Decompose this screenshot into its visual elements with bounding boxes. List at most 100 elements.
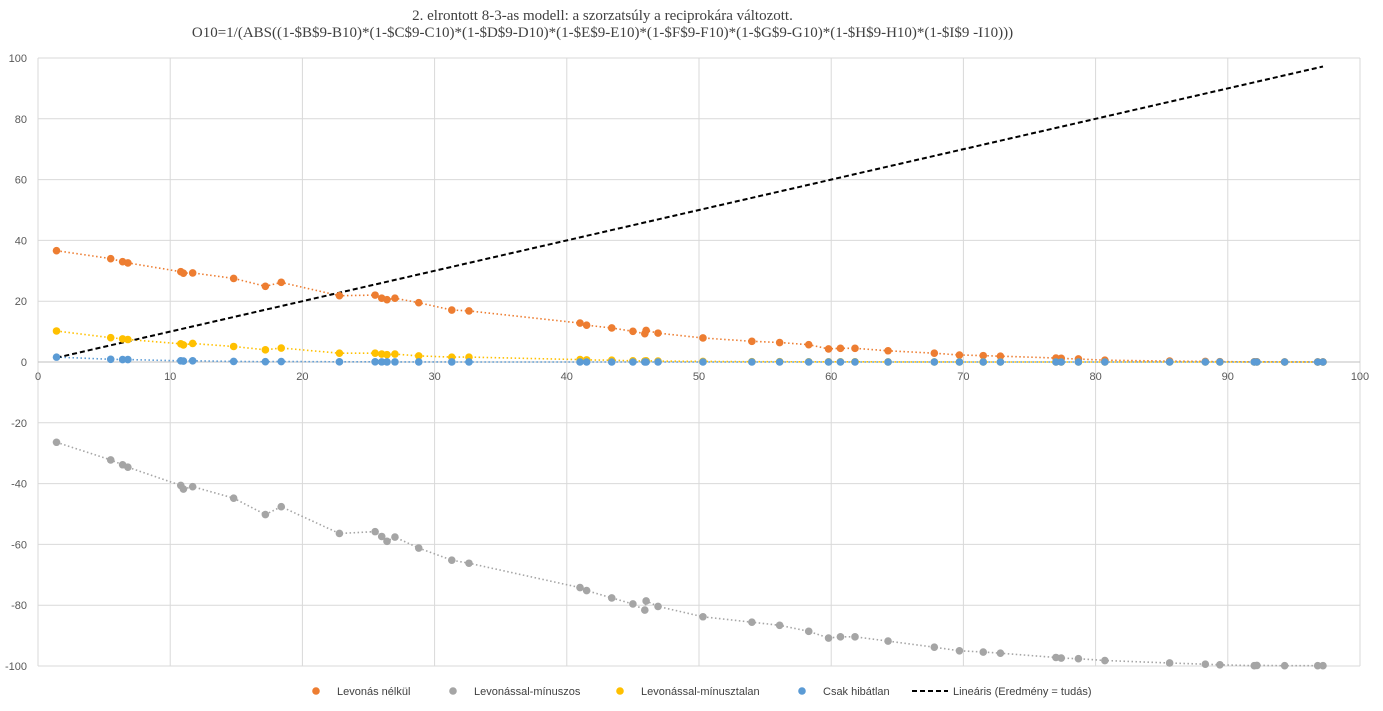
point-s3-9 <box>277 357 286 366</box>
point-s1-14 <box>391 533 399 541</box>
point-s3-45 <box>1253 358 1261 366</box>
point-s0-3 <box>124 259 132 267</box>
point-s3-28 <box>804 358 813 366</box>
chart-title: 2. elrontott 8-3-as modell: a szorzatsúl… <box>0 8 1205 42</box>
x-tick-label-8: 80 <box>1089 371 1101 383</box>
y-tick-labels: -100 -80 -60 -40 -20 0 20 40 60 80 100 <box>5 53 27 673</box>
reference-line <box>56 65 1324 359</box>
point-s3-0 <box>52 353 61 361</box>
point-s1-43 <box>1216 660 1224 669</box>
point-s3-40 <box>1101 358 1109 366</box>
point-s0-15 <box>414 298 423 307</box>
point-s0-32 <box>884 346 892 355</box>
legend-marker-2 <box>616 687 624 695</box>
y-tick-label-4: -20 <box>11 418 27 430</box>
point-s2-3 <box>124 335 132 344</box>
point-s3-26 <box>748 358 756 366</box>
point-s1-32 <box>884 637 892 645</box>
point-s0-36 <box>996 352 1005 361</box>
trendlines <box>56 249 1323 667</box>
point-s3-32 <box>884 358 892 366</box>
point-s0-31 <box>851 344 859 353</box>
point-s3-16 <box>447 358 456 366</box>
point-s3-37 <box>1052 358 1060 366</box>
y-tick-label-0: -100 <box>5 661 27 673</box>
legend-label-1: Levonással-mínuszos <box>474 686 581 698</box>
y-tick-label-7: 40 <box>15 235 27 247</box>
point-s1-23 <box>642 597 650 605</box>
point-s0-1 <box>106 254 115 263</box>
y-tick-label-5: 0 <box>21 357 27 369</box>
point-s2-0 <box>52 327 61 335</box>
x-tick-label-7: 70 <box>957 371 969 383</box>
legend-marker-0 <box>312 687 320 695</box>
point-s3-8 <box>261 357 270 366</box>
point-s1-21 <box>629 600 637 608</box>
point-s3-12 <box>377 358 386 366</box>
chart-title-line-2: O10=1/(ABS((1-$B$9-B10)*(1-$C$9-C10)*(1-… <box>191 25 1014 41</box>
point-s1-18 <box>576 583 584 592</box>
point-s3-11 <box>371 358 379 366</box>
point-s3-10 <box>335 358 344 366</box>
y-tick-label-3: -40 <box>11 479 27 491</box>
point-s3-20 <box>607 358 616 366</box>
point-s1-28 <box>804 627 813 636</box>
point-s0-21 <box>629 327 637 336</box>
point-s1-34 <box>955 647 964 655</box>
point-s1-33 <box>930 643 939 651</box>
point-s2-14 <box>391 350 399 358</box>
point-s0-8 <box>261 282 270 291</box>
trendline-3 <box>56 356 1323 363</box>
point-s1-1 <box>106 456 115 464</box>
point-s3-18 <box>576 358 584 366</box>
point-s0-34 <box>955 351 964 359</box>
point-s0-16 <box>447 306 456 314</box>
point-s1-12 <box>377 532 386 541</box>
point-s0-29 <box>824 345 833 353</box>
point-s1-13 <box>383 537 391 546</box>
point-s0-28 <box>804 340 813 349</box>
point-s2-7 <box>229 342 238 351</box>
point-s1-15 <box>414 544 423 552</box>
point-s0-13 <box>383 295 391 304</box>
point-s3-34 <box>955 358 964 366</box>
trendline-2 <box>56 330 1323 363</box>
y-tick-label-1: -80 <box>11 600 27 612</box>
point-s3-33 <box>930 358 939 366</box>
point-s3-23 <box>642 358 650 366</box>
trendline-0 <box>56 249 1323 363</box>
point-s1-5 <box>179 485 188 493</box>
point-s3-6 <box>188 356 197 365</box>
point-s1-48 <box>1319 661 1327 670</box>
point-s3-15 <box>414 358 423 366</box>
point-s3-30 <box>836 358 845 366</box>
point-s0-26 <box>748 337 756 346</box>
x-tick-label-1: 10 <box>164 371 176 383</box>
point-s1-40 <box>1101 656 1109 665</box>
legend-label-2: Levonással-mínusztalan <box>641 686 760 698</box>
legend-entry-2: Levonással-mínusztalan <box>616 686 760 698</box>
point-s0-33 <box>930 349 939 357</box>
reference-line-eredmeny-tudas <box>56 65 1324 359</box>
point-s2-1 <box>106 333 115 342</box>
point-s1-25 <box>699 612 707 621</box>
x-tick-label-6: 60 <box>825 371 837 383</box>
legend-entry-4: Lineáris (Eredmény = tudás) <box>912 686 1091 698</box>
point-s3-31 <box>851 358 859 366</box>
point-s1-7 <box>229 494 238 502</box>
legend-entry-0: Levonás nélkül <box>312 686 410 698</box>
point-s0-7 <box>229 274 238 283</box>
point-s1-17 <box>465 559 473 568</box>
y-tick-label-9: 80 <box>15 114 27 126</box>
point-s2-6 <box>188 339 197 348</box>
point-s1-0 <box>52 438 61 447</box>
point-s1-26 <box>748 618 756 627</box>
point-s3-27 <box>775 358 784 366</box>
point-s3-48 <box>1319 358 1327 366</box>
point-s0-35 <box>979 351 988 360</box>
legend-label-4: Lineáris (Eredmény = tudás) <box>953 686 1091 698</box>
x-tick-label-0: 0 <box>35 371 41 383</box>
point-s3-38 <box>1057 358 1066 366</box>
point-s3-19 <box>582 358 591 366</box>
x-tick-labels: 0 10 20 30 40 50 60 70 80 90 100 <box>35 371 1369 383</box>
